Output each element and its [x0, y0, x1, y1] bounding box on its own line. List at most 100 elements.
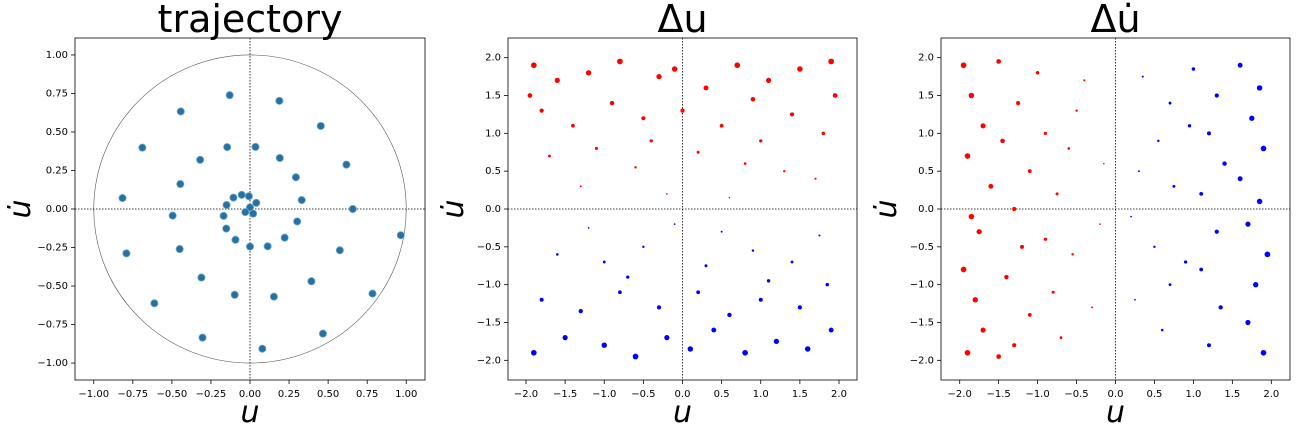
point: [680, 108, 685, 113]
point: [734, 62, 741, 69]
point: [1256, 198, 1263, 205]
point: [828, 327, 834, 333]
x-tick-label: 1.0: [1185, 389, 1201, 400]
point: [617, 58, 623, 65]
point: [231, 235, 240, 244]
y-tick-label: 1.0: [485, 128, 501, 139]
x-tick-label: −1.0: [592, 389, 616, 400]
point: [1103, 162, 1105, 165]
point: [1083, 79, 1086, 82]
point: [1153, 245, 1156, 249]
x-tick-label: 0.5: [714, 389, 730, 400]
point: [960, 266, 967, 273]
point: [175, 245, 184, 254]
point: [1237, 62, 1243, 68]
point: [649, 139, 653, 143]
point: [609, 100, 615, 106]
axes-frame: [74, 37, 426, 381]
x-tick-label: 0.0: [675, 389, 691, 400]
point: [818, 234, 821, 237]
y-tick-label: 0.50: [46, 127, 68, 138]
point: [980, 123, 986, 129]
point: [1071, 253, 1074, 256]
point: [554, 77, 560, 83]
point: [241, 208, 250, 217]
point: [964, 153, 971, 159]
x-axis-label: u: [240, 395, 259, 430]
y-tick-label: −0.25: [37, 243, 68, 254]
x-tick-label: −0.50: [157, 389, 188, 400]
point: [980, 327, 986, 333]
point: [783, 169, 786, 173]
point: [531, 349, 537, 356]
point: [1214, 93, 1219, 98]
point: [814, 177, 817, 180]
point: [280, 233, 289, 242]
point: [251, 142, 260, 151]
x-tick-label: −1.5: [986, 389, 1010, 400]
point: [720, 230, 723, 233]
point: [1099, 223, 1101, 225]
point: [245, 242, 254, 251]
point: [587, 227, 590, 229]
y-tick-label: 0.0: [485, 204, 501, 215]
point: [244, 192, 253, 201]
point: [996, 59, 1001, 64]
point: [711, 327, 717, 333]
x-axis-label: u: [673, 395, 692, 430]
point: [263, 242, 272, 251]
point: [804, 346, 811, 352]
point: [197, 273, 206, 282]
point: [972, 297, 978, 303]
point: [1191, 67, 1196, 71]
point: [1199, 191, 1204, 196]
point: [594, 146, 598, 151]
point: [1168, 283, 1172, 287]
y-tick-label: −2.0: [910, 355, 934, 366]
y-tick-label: 0.5: [918, 166, 934, 177]
point: [742, 349, 748, 356]
point: [138, 143, 147, 152]
chart-title: Δu: [657, 0, 707, 41]
point: [1137, 170, 1140, 173]
y-tick-label: −1.0: [910, 280, 934, 291]
point: [222, 200, 231, 209]
point: [1020, 244, 1025, 249]
point: [976, 229, 982, 235]
point: [252, 198, 261, 207]
panel: Δu̇ u u̇ −2.0 −1.5 −1.0 −0.5 0.0 0.5 1.0 1.5 2.0 −2.…: [869, 0, 1291, 430]
point: [1222, 161, 1227, 166]
y-tick-label: −1.0: [477, 280, 501, 291]
point: [1004, 274, 1009, 280]
point: [1249, 115, 1255, 121]
point: [1168, 101, 1172, 105]
point: [237, 190, 246, 199]
point: [703, 85, 709, 91]
y-tick-label: 0.75: [46, 88, 68, 99]
point: [1012, 343, 1017, 348]
point: [1199, 267, 1204, 272]
point: [673, 223, 676, 225]
point: [968, 213, 975, 220]
point: [1016, 101, 1021, 106]
x-tick-label: 2.0: [831, 389, 847, 400]
point: [196, 155, 205, 164]
point: [219, 211, 228, 220]
point: [269, 292, 278, 301]
x-tick-label: 1.0: [753, 389, 769, 400]
point: [176, 180, 185, 189]
panel: Δu u u̇ −2.0 −1.5 −1.0 −0.5 0.0 0.5 1.0 1.5 2.0 −2.0…: [436, 0, 858, 430]
point: [750, 96, 756, 102]
point: [571, 123, 575, 128]
point: [293, 217, 302, 226]
point: [601, 342, 607, 348]
x-tick-label: 1.5: [1224, 389, 1240, 400]
point: [578, 308, 583, 314]
point: [1218, 305, 1223, 310]
point: [1130, 215, 1132, 218]
point: [1043, 237, 1048, 241]
point: [222, 224, 231, 233]
point: [1027, 313, 1032, 317]
y-tick-label: 1.5: [485, 91, 501, 102]
x-tick-label: −0.75: [117, 389, 148, 400]
